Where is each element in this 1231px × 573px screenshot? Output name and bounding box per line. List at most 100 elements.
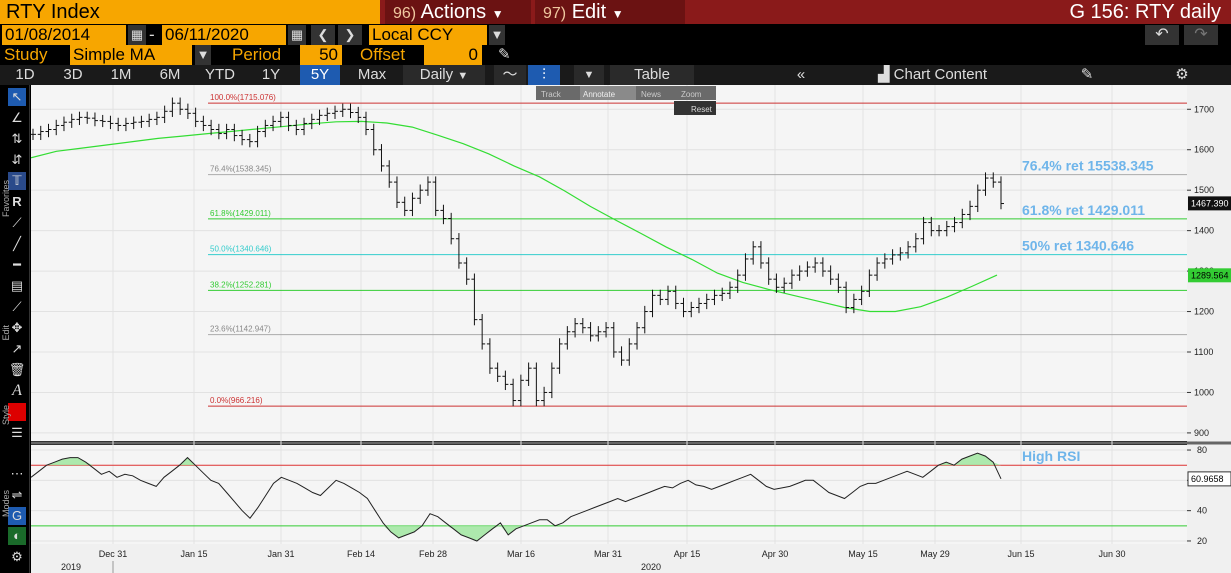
ohlc-bar <box>153 111 160 126</box>
ohlc-bar <box>130 116 137 130</box>
select-tool-icon[interactable]: ↗ <box>11 341 23 356</box>
track-button[interactable]: Track <box>541 90 562 99</box>
next-period-icon[interactable]: ❯ <box>338 25 362 45</box>
trash-icon[interactable]: 🗑 <box>8 362 26 377</box>
y-tick-label: 1000 <box>1194 387 1214 397</box>
ohlc-bar <box>301 117 308 136</box>
trend-tool-icon[interactable]: ⇅ <box>11 131 23 146</box>
y-tick-label: 1600 <box>1194 145 1214 155</box>
retracement-annotation[interactable]: 76.4% ret 15538.345 <box>1022 158 1154 174</box>
retracement-annotation[interactable]: 61.8% ret 1429.011 <box>1022 202 1145 218</box>
zoom-button[interactable]: Zoom <box>681 90 702 99</box>
horizontal-line-icon[interactable]: ━ <box>13 257 21 272</box>
bloomberg-mode-icon[interactable]: G <box>8 507 26 525</box>
currency-field[interactable]: Local CCY <box>369 25 487 45</box>
ohlc-bar <box>548 362 555 399</box>
chart-type-dropdown-icon[interactable]: ▼ <box>574 65 604 85</box>
x-tick-label: Jun 30 <box>1098 549 1125 559</box>
ohlc-bar <box>595 326 602 342</box>
redo-icon[interactable]: ↷ <box>1184 25 1218 45</box>
ohlc-bar <box>773 273 780 293</box>
timeframe-1m[interactable]: 1M <box>110 66 132 83</box>
chart-area[interactable]: 100.0%(1715.076) 76.4%(1538.345) 61.8%(142… <box>31 85 1231 573</box>
ohlc-bar-icon[interactable]: ⫶ <box>528 65 560 85</box>
start-calendar-icon[interactable]: ▦ <box>128 25 146 45</box>
brush-tool-icon[interactable]: ⟋ <box>12 299 22 314</box>
pen-icon[interactable]: ✎ <box>498 46 511 63</box>
move-tool-icon[interactable]: ✥ <box>11 320 23 335</box>
timeframe-max[interactable]: Max <box>357 66 387 83</box>
x-axis-background <box>31 544 1231 573</box>
ohlc-bar <box>417 184 424 204</box>
retracement-tool-icon[interactable]: R <box>12 194 22 209</box>
ohlc-bar <box>665 285 672 306</box>
undo-icon[interactable]: ↶ <box>1145 25 1179 45</box>
currency-dropdown-icon[interactable]: ▼ <box>489 25 505 45</box>
fib-level-label: 100.0%(1715.076) <box>210 93 276 102</box>
table-button[interactable]: Table <box>610 65 694 85</box>
retracement-annotation[interactable]: 50% ret 1340.646 <box>1022 238 1134 254</box>
x-tick-label: Jan 31 <box>267 549 294 559</box>
rsi-last-label: 60.9658 <box>1191 474 1224 484</box>
chart-content-button[interactable]: ▟ Chart Content <box>855 65 1010 85</box>
ohlc-bar <box>479 313 486 350</box>
ohlc-bar <box>928 216 935 237</box>
ruler-tool-icon[interactable]: ▤ <box>10 278 24 293</box>
frequency-select[interactable]: Daily ▼ <box>403 65 485 85</box>
crosshair-mode-icon[interactable]: ⋯ <box>10 466 24 481</box>
prev-period-icon[interactable]: ❮ <box>311 25 335 45</box>
rsi-annotation[interactable]: High RSI <box>1022 448 1080 464</box>
study-dropdown-icon[interactable]: ▼ <box>195 45 211 65</box>
study-field[interactable]: Simple MA <box>70 45 192 65</box>
y-tick-label: 1400 <box>1194 226 1214 236</box>
actions-dropdown-icon: ▼ <box>491 7 504 21</box>
actions-menu[interactable]: 96) Actions ▼ <box>385 0 531 24</box>
timeframe-5y[interactable]: 5Y <box>300 65 340 85</box>
ohlc-bar <box>107 115 114 130</box>
offset-field[interactable]: 0 <box>424 45 482 65</box>
timeframe-6m[interactable]: 6M <box>159 66 181 83</box>
frequency-dropdown-icon: ▼ <box>457 70 469 82</box>
ohlc-bar <box>998 176 1004 210</box>
reset-button-bg[interactable] <box>674 101 716 115</box>
ohlc-bar <box>84 111 91 124</box>
text-tool-icon[interactable]: A <box>12 382 22 399</box>
start-date-field[interactable]: 01/08/2014 <box>2 25 126 45</box>
line-chart-icon[interactable]: 〜 <box>494 65 526 85</box>
line-tool-icon[interactable]: ∠ <box>11 110 23 125</box>
compare-mode-icon[interactable]: ◐ <box>8 527 26 545</box>
channel-tool-icon[interactable]: ⇵ <box>11 152 23 167</box>
edit-menu[interactable]: 97) Edit ▼ <box>535 0 685 24</box>
timeframe-ytd[interactable]: YTD <box>205 66 235 83</box>
color-swatch-icon[interactable] <box>8 403 26 421</box>
news-button[interactable]: News <box>641 90 661 99</box>
ohlc-bar <box>967 200 974 221</box>
ray-tool-icon[interactable]: ⟋ <box>12 215 22 230</box>
measure-mode-icon[interactable]: ⇌ <box>11 487 23 502</box>
ohlc-bar <box>285 111 292 132</box>
period-field[interactable]: 50 <box>300 45 342 65</box>
cursor-icon[interactable]: ↖ <box>8 88 26 106</box>
timeframe-1d[interactable]: 1D <box>15 66 35 83</box>
annotate-button-bg[interactable] <box>580 86 636 100</box>
segment-tool-icon[interactable]: ╱ <box>13 236 21 251</box>
ohlc-bar <box>463 257 470 285</box>
timeframe-1y[interactable]: 1Y <box>261 66 281 83</box>
timeframe-3d[interactable]: 3D <box>63 66 83 83</box>
ohlc-bar <box>874 257 881 281</box>
collapse-icon[interactable]: « <box>796 66 806 83</box>
line-style-icon[interactable]: ☰ <box>11 425 23 440</box>
toolbar-settings-icon[interactable]: ⚙ <box>11 549 23 564</box>
ticker-field[interactable]: RTY Index <box>0 0 380 24</box>
year-label: 2019 <box>61 562 81 572</box>
offset-label: Offset <box>360 45 406 64</box>
settings-gear-icon[interactable]: ⚙ <box>1175 66 1189 83</box>
edit-dropdown-icon: ▼ <box>611 7 624 21</box>
end-date-field[interactable]: 06/11/2020 <box>162 25 286 45</box>
reset-button[interactable]: Reset <box>691 105 713 114</box>
fib-tool-icon[interactable]: 𝕋 <box>8 172 26 190</box>
end-calendar-icon[interactable]: ▦ <box>288 25 306 45</box>
ohlc-bar <box>812 257 819 273</box>
edit-chart-icon[interactable]: ✎ <box>1080 66 1094 83</box>
annotate-button[interactable]: Annotate <box>583 90 616 99</box>
